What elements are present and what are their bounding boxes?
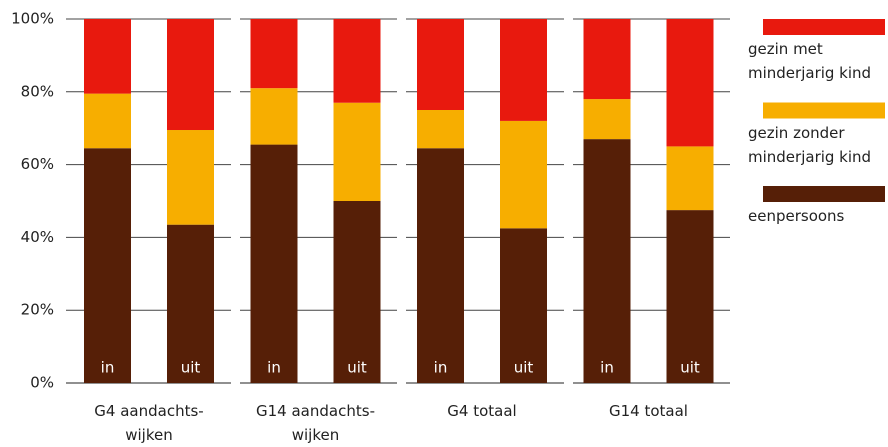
bar-segment	[666, 210, 714, 383]
bar-segment	[84, 148, 131, 383]
bar-segment	[583, 99, 631, 140]
bar-segment	[666, 19, 714, 147]
y-tick-label: 60%	[21, 155, 54, 173]
bar-segment	[333, 102, 381, 201]
y-tick-label: 0%	[30, 374, 54, 392]
group-label: G4 totaal	[447, 402, 517, 420]
legend-swatch	[763, 102, 885, 119]
bar-segment	[500, 120, 547, 229]
bar-segment	[417, 110, 464, 149]
bar-segment	[417, 148, 464, 383]
bar-segment	[167, 130, 214, 225]
bar-label: uit	[514, 359, 534, 377]
bar-segment	[500, 228, 547, 383]
bar-label: uit	[181, 359, 201, 377]
y-tick-label: 40%	[21, 228, 54, 246]
bar-label: uit	[347, 359, 367, 377]
legend-label: gezin zonder minderjarig kind	[748, 123, 872, 166]
bar-label: in	[101, 359, 115, 377]
bar-segment	[84, 93, 131, 149]
legend-label: eenpersoons	[748, 207, 845, 225]
group-label: G14 aandachts­wijken	[256, 402, 375, 444]
legend-swatch	[763, 19, 885, 35]
y-tick-label: 20%	[21, 301, 54, 319]
group-label: G14 totaal	[609, 402, 688, 420]
legend-label: gezin met minderjarig kind	[748, 40, 872, 82]
bar-label: in	[600, 359, 614, 377]
bar-segment	[333, 19, 381, 103]
bar-segment	[250, 88, 298, 145]
bar-segment	[250, 19, 298, 89]
bar-segment	[250, 144, 298, 383]
bar-segment	[583, 19, 631, 100]
bar-label: in	[267, 359, 281, 377]
y-tick-label: 80%	[21, 82, 54, 100]
bar-segment	[167, 224, 214, 383]
bar-segment	[167, 19, 214, 131]
bar-segment	[417, 19, 464, 110]
group-label: G4 aandachts­wijken	[94, 402, 204, 444]
bar-segment	[500, 19, 547, 121]
bar-segment	[333, 201, 381, 383]
y-tick-label: 100%	[11, 10, 54, 28]
legend-swatch	[763, 186, 885, 202]
bar-label: uit	[680, 359, 700, 377]
bar-segment	[84, 19, 131, 94]
bar-segment	[583, 139, 631, 383]
bar-label: in	[434, 359, 448, 377]
bar-segment	[666, 146, 714, 211]
